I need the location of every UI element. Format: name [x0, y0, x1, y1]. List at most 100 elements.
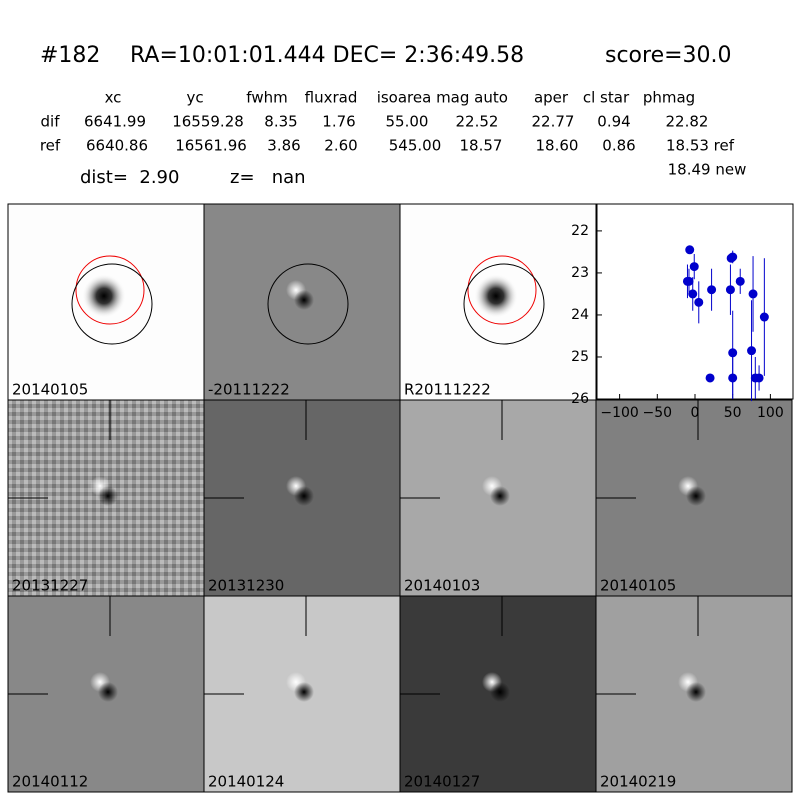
ref-circle: [467, 255, 537, 325]
y-tick-label: 22: [571, 223, 589, 239]
candidate-id: #182: [40, 43, 100, 68]
point: [735, 276, 745, 286]
column-header: isoarea: [377, 89, 432, 107]
point: [748, 289, 758, 299]
point: [684, 276, 694, 286]
table-cell: 22.82: [666, 113, 709, 131]
table-cell: 22.77: [532, 113, 575, 131]
table-cell: 16559.28: [172, 113, 244, 131]
table-cell: 2.60: [324, 137, 357, 155]
panel-label: 20131230: [208, 577, 284, 595]
table-cell: 1.76: [322, 113, 355, 131]
point: [728, 373, 738, 383]
table-cell: 6640.86: [86, 137, 148, 155]
x-tick-label: −50: [643, 405, 673, 421]
phmag-new: 18.49 new: [668, 161, 747, 179]
image-panel: 20140219: [595, 595, 793, 793]
dipole-black: [294, 290, 314, 310]
panel-label: 20140103: [404, 577, 480, 595]
column-header: fwhm: [246, 89, 287, 107]
point: [694, 297, 704, 307]
panel-label: 20140127: [404, 773, 480, 791]
image-panel: 20140112: [7, 595, 205, 793]
table-cell: 18.57: [460, 137, 503, 155]
panel-label: 20140105: [12, 381, 88, 399]
image-panel: -20111222: [203, 203, 401, 401]
point: [728, 348, 738, 358]
point: [688, 289, 698, 299]
panel-label: R20111222: [404, 381, 491, 399]
y-tick-label: 23: [571, 265, 589, 281]
x-tick-label: 50: [724, 405, 742, 421]
table-cell: dif: [41, 113, 61, 131]
point: [707, 285, 717, 295]
table-cell: 8.35: [264, 113, 297, 131]
dipole-black: [294, 486, 314, 506]
det-circle: [267, 263, 349, 345]
panel-label: 20140112: [12, 773, 88, 791]
image-panel: 20140127: [399, 595, 597, 793]
table-cell: 18.60: [536, 137, 579, 155]
y-tick-label: 26: [571, 391, 589, 407]
column-header: fluxrad: [305, 89, 358, 107]
table-cell: 0.86: [602, 137, 635, 155]
panel-label: -20111222: [208, 381, 290, 399]
point: [728, 252, 738, 262]
point: [754, 373, 764, 383]
column-header: cl star: [583, 89, 630, 107]
table-cell: 18.53 ref: [666, 137, 735, 155]
dipole-black: [686, 682, 706, 702]
image-panel: 20140103: [399, 399, 597, 597]
image-panel: 20131230: [203, 399, 401, 597]
x-tick-label: 0: [691, 405, 700, 421]
y-tick-label: 24: [571, 307, 589, 323]
table-cell: 6641.99: [84, 113, 146, 131]
column-header: phmag: [643, 89, 695, 107]
det-circle: [463, 263, 545, 345]
dipole-black: [98, 682, 118, 702]
column-header: xc: [105, 89, 122, 107]
point: [705, 373, 715, 383]
column-header: mag auto: [436, 89, 508, 107]
image-panel: R20111222: [399, 203, 597, 401]
coordinates: RA=10:01:01.444 DEC= 2:36:49.58: [130, 43, 524, 68]
point: [689, 262, 699, 272]
image-panel: 20140105: [595, 399, 793, 597]
dist: dist= 2.90: [80, 167, 179, 188]
score: score=30.0: [605, 43, 732, 68]
table-cell: ref: [40, 137, 61, 155]
dipole-black: [686, 486, 706, 506]
point: [747, 346, 757, 356]
det-circle: [71, 263, 153, 345]
x-tick-label: 100: [757, 405, 784, 421]
panel-label: 20140105: [600, 577, 676, 595]
source: [82, 274, 126, 318]
panel-label: 20140219: [600, 773, 676, 791]
y-tick-label: 25: [571, 349, 589, 365]
table-cell: 55.00: [386, 113, 429, 131]
table-cell: 3.86: [267, 137, 300, 155]
panel-label: 20140124: [208, 773, 284, 791]
image-panel: 20140105: [7, 203, 205, 401]
point: [759, 312, 769, 322]
dipole-black: [294, 682, 314, 702]
column-header: yc: [186, 89, 203, 107]
redshift: z= nan: [230, 167, 306, 188]
dipole-black: [490, 486, 510, 506]
dipole-black: [490, 682, 510, 702]
table-cell: 16561.96: [175, 137, 247, 155]
panel-label: 20131227: [12, 577, 88, 595]
point: [685, 245, 695, 255]
point: [725, 285, 735, 295]
table-cell: 545.00: [389, 137, 442, 155]
column-header: aper: [534, 89, 569, 107]
image-panel: 20140124: [203, 595, 401, 793]
ref-circle: [75, 255, 145, 325]
table-cell: 22.52: [456, 113, 499, 131]
source: [474, 274, 518, 318]
x-tick-label: −100: [600, 405, 638, 421]
table-cell: 0.94: [597, 113, 630, 131]
image-panel: 20131227: [7, 399, 205, 597]
dipole-black: [98, 486, 118, 506]
